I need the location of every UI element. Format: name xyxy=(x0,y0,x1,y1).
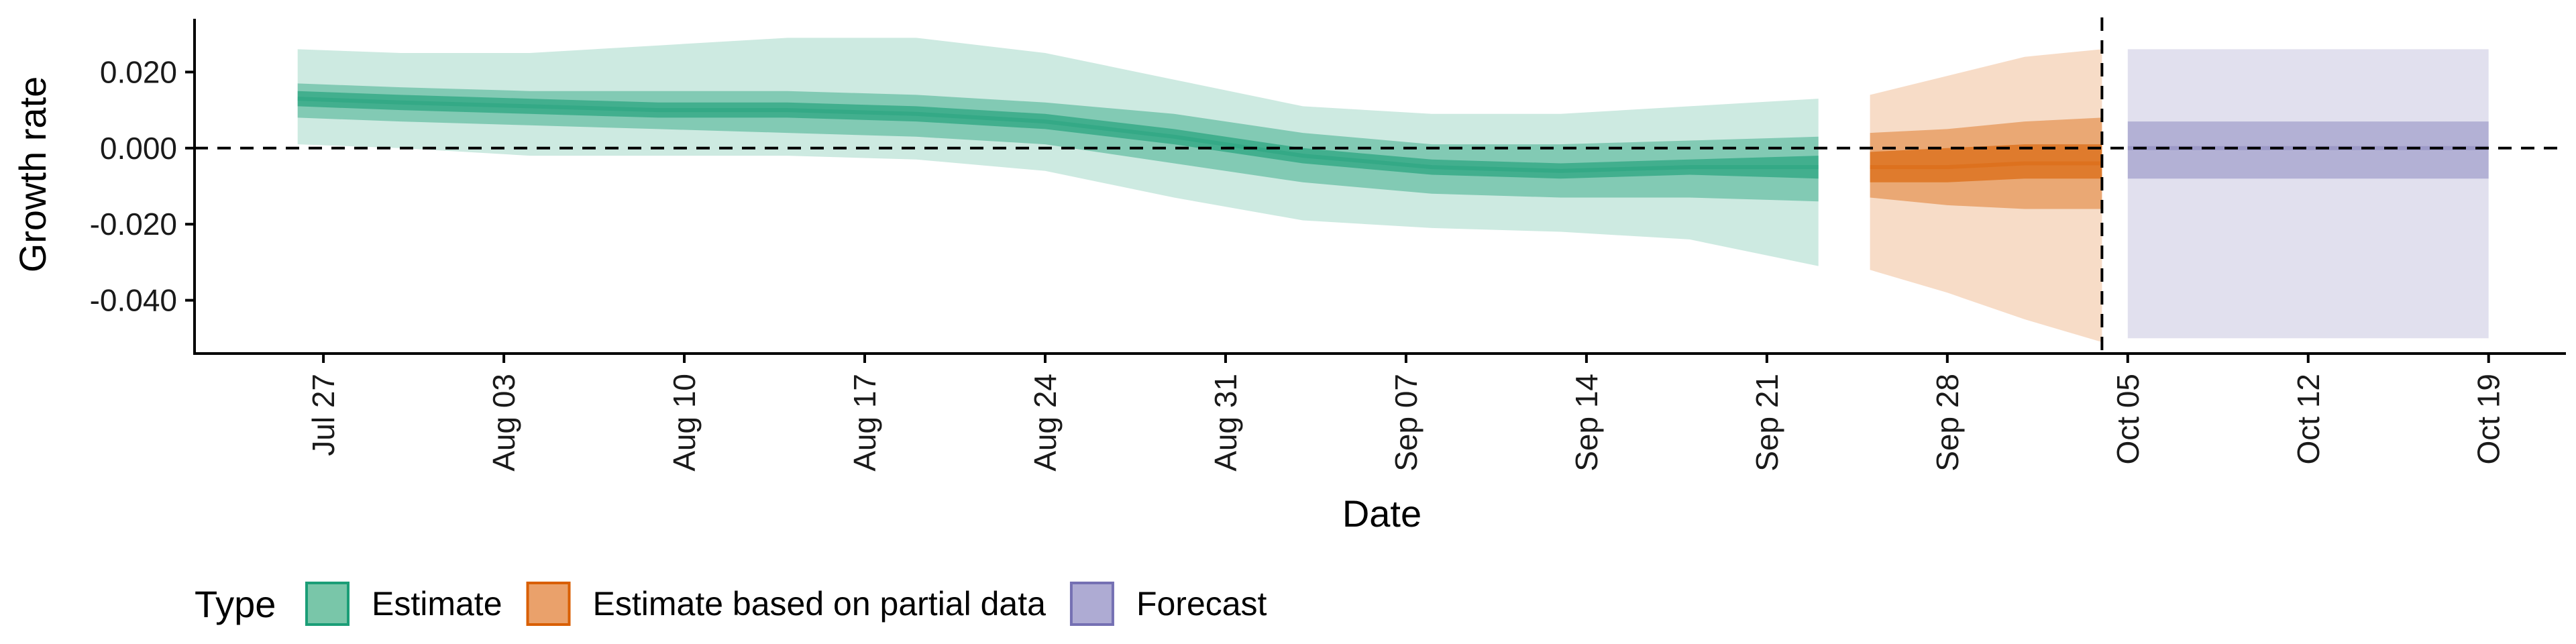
x-tick-label: Oct 12 xyxy=(2291,374,2326,465)
x-axis-ticks: Jul 27 Aug 03 Aug 10 Aug 17 Aug 24 Aug 31 Sep … xyxy=(306,354,2506,472)
x-tick-label: Oct 05 xyxy=(2110,374,2145,465)
x-tick-label: Sep 28 xyxy=(1930,374,1965,472)
x-tick-label: Aug 17 xyxy=(847,374,882,472)
legend: Type Estimate Estimate based on partial d… xyxy=(195,582,1267,626)
legend-label-0: Estimate xyxy=(372,585,502,623)
legend-swatch-0 xyxy=(305,582,350,626)
series-2-outer-band xyxy=(2127,49,2489,339)
y-axis-title: Growth rate xyxy=(11,76,54,273)
series-0-median-line xyxy=(297,97,1819,173)
legend-title: Type xyxy=(195,583,276,625)
x-tick-label: Sep 21 xyxy=(1750,374,1784,472)
series-0-outer-band xyxy=(297,38,1819,266)
legend-swatch-1 xyxy=(526,582,571,626)
legend-swatch-2 xyxy=(1069,582,1114,626)
x-axis-title: Date xyxy=(1342,492,1421,535)
uncertainty-bands xyxy=(297,38,2489,343)
y-tick-label: 0.020 xyxy=(100,54,177,89)
series-0-inner-band xyxy=(297,91,1819,179)
series-1-median-line xyxy=(1870,161,2102,170)
y-tick-label: 0.000 xyxy=(100,131,177,166)
x-tick-label: Sep 14 xyxy=(1569,374,1604,472)
y-axis-ticks: 0.020 0.000 -0.020 -0.040 xyxy=(90,54,195,318)
x-tick-label: Aug 10 xyxy=(667,374,702,472)
x-tick-label: Jul 27 xyxy=(306,374,341,456)
series-1-outer-band xyxy=(1870,49,2102,343)
y-tick-label: -0.020 xyxy=(90,207,177,241)
x-tick-label: Aug 03 xyxy=(486,374,521,472)
y-tick-label: -0.040 xyxy=(90,283,177,318)
legend-label-1: Estimate based on partial data xyxy=(593,585,1046,623)
x-tick-label: Oct 19 xyxy=(2471,374,2506,465)
x-tick-label: Sep 07 xyxy=(1389,374,1424,472)
legend-label-2: Forecast xyxy=(1136,585,1267,623)
x-tick-label: Aug 31 xyxy=(1208,374,1243,472)
series-2-mid-band xyxy=(2127,121,2489,179)
series-1-inner-band xyxy=(1870,144,2102,182)
x-tick-label: Aug 24 xyxy=(1028,374,1063,472)
